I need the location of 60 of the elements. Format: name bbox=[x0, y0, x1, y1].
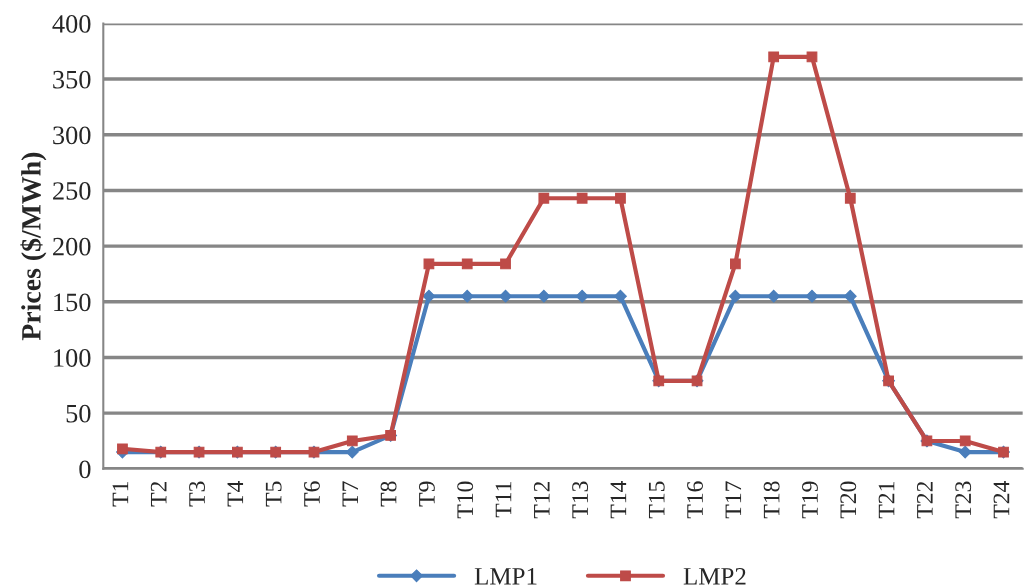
y-axis-title: Prices ($/MWh) bbox=[20, 152, 47, 341]
x-tick-label: T5 bbox=[265, 481, 282, 507]
point bbox=[537, 289, 551, 303]
legend-label: LMP2 bbox=[683, 567, 746, 585]
point bbox=[345, 445, 359, 459]
point bbox=[499, 289, 512, 303]
point bbox=[728, 289, 742, 303]
x-tick-label: T11 bbox=[495, 482, 512, 518]
x-tick-label: T9 bbox=[418, 481, 435, 507]
x-tick-label: T1 bbox=[112, 482, 129, 507]
point bbox=[575, 289, 589, 303]
x-tick-label: T10 bbox=[457, 481, 474, 519]
x-tick-label: T8 bbox=[380, 481, 397, 507]
x-tick-label: T23 bbox=[955, 481, 972, 519]
point bbox=[538, 192, 550, 204]
y-tick-label: 0 bbox=[79, 460, 91, 479]
y-tick-label: 50 bbox=[66, 404, 91, 423]
x-tick-label: T3 bbox=[189, 481, 205, 507]
point bbox=[805, 289, 819, 303]
x-tick-label: T15 bbox=[648, 481, 665, 519]
point bbox=[117, 443, 128, 455]
point bbox=[844, 192, 856, 204]
point bbox=[615, 192, 626, 204]
x-tick-label: T21 bbox=[878, 482, 895, 519]
point bbox=[422, 289, 436, 303]
point bbox=[768, 51, 780, 63]
point bbox=[460, 289, 474, 303]
y-tick-label: 300 bbox=[53, 126, 91, 145]
x-tick-label: T14 bbox=[610, 480, 627, 519]
y-tick-label: 100 bbox=[54, 349, 91, 367]
x-tick-label: T20 bbox=[840, 481, 857, 519]
x-tick-label: T17 bbox=[725, 481, 742, 519]
x-tick-label: T4 bbox=[227, 480, 244, 507]
point bbox=[729, 258, 741, 270]
x-tick-label: T12 bbox=[533, 481, 550, 519]
point bbox=[500, 258, 511, 270]
point bbox=[958, 445, 972, 459]
point bbox=[576, 192, 588, 204]
x-tick-label: T6 bbox=[304, 481, 320, 507]
legend-label: LMP1 bbox=[474, 568, 537, 585]
x-tick-label: T13 bbox=[572, 481, 589, 519]
point bbox=[614, 289, 627, 303]
y-tick-label: 150 bbox=[54, 293, 91, 312]
x-tick-label: T19 bbox=[802, 481, 818, 519]
point bbox=[806, 51, 818, 63]
point bbox=[346, 435, 358, 447]
y-tick-label: 350 bbox=[53, 70, 91, 89]
point bbox=[959, 435, 971, 447]
x-tick-label: T24 bbox=[993, 480, 1010, 519]
y-tick-label: 400 bbox=[52, 15, 91, 33]
point bbox=[843, 289, 857, 303]
y-tick-label: 200 bbox=[53, 237, 91, 256]
x-tick-label: T16 bbox=[687, 481, 703, 519]
x-tick-label: T7 bbox=[342, 481, 358, 507]
x-tick-label: T2 bbox=[150, 481, 167, 507]
y-tick-label: 250 bbox=[53, 182, 91, 200]
point bbox=[767, 289, 781, 303]
point bbox=[461, 258, 473, 270]
x-tick-label: T22 bbox=[916, 481, 933, 519]
x-tick-label: T18 bbox=[763, 481, 780, 519]
